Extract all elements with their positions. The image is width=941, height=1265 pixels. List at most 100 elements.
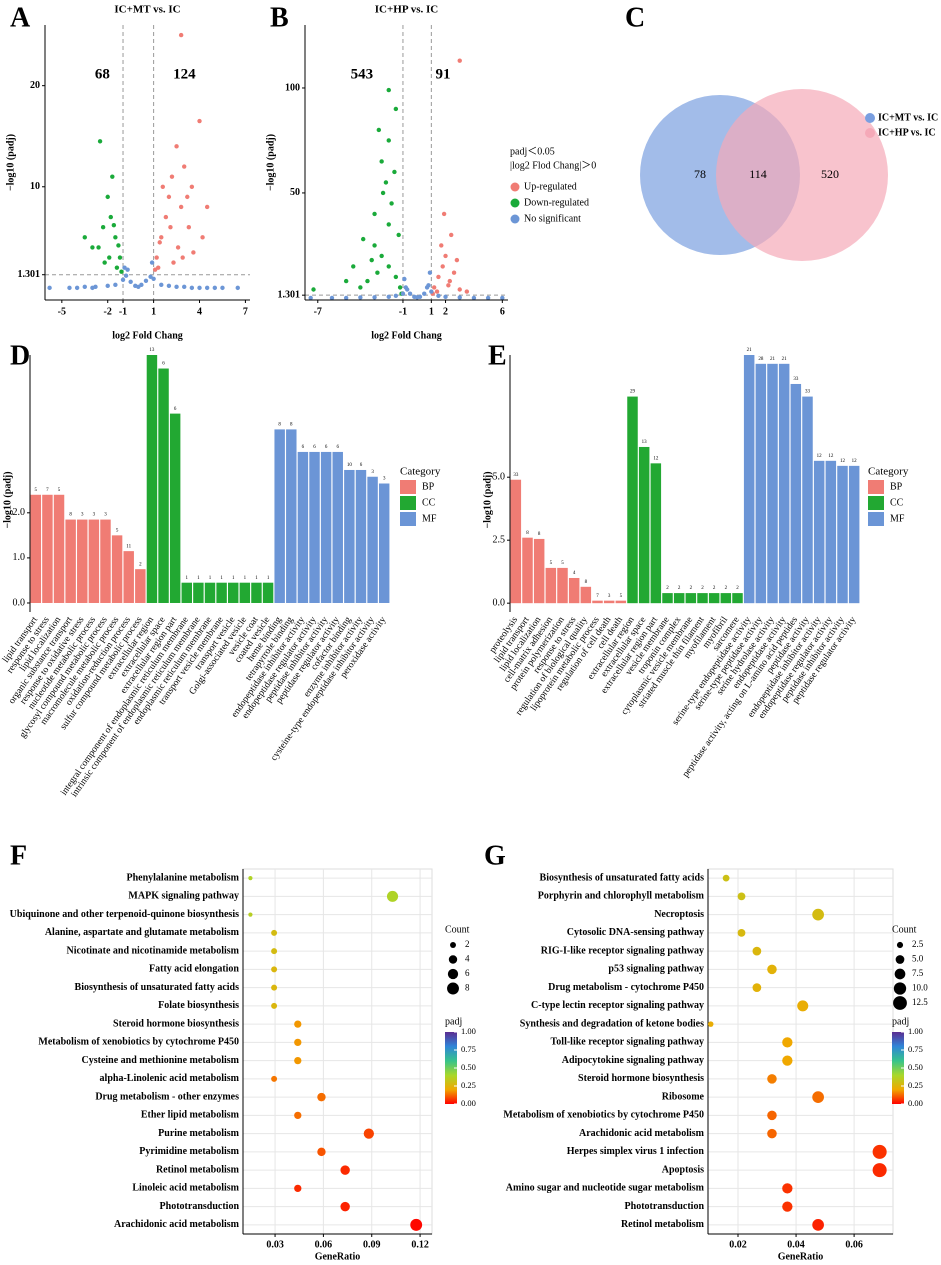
bar <box>510 479 522 604</box>
bar-count: 6 <box>302 445 305 450</box>
point <box>152 267 158 272</box>
point <box>389 201 394 206</box>
point <box>149 260 155 265</box>
venn-count: 78 <box>694 167 706 181</box>
point <box>311 287 316 292</box>
bar-count: 5 <box>116 528 119 533</box>
point <box>119 269 124 274</box>
point <box>113 282 118 288</box>
point <box>220 285 225 291</box>
bar <box>274 429 285 603</box>
bar-count: 6 <box>174 407 177 412</box>
legend-size-label: 6 <box>465 968 470 978</box>
bar <box>309 451 320 603</box>
colorbar-label: 0.50 <box>461 1062 476 1072</box>
point <box>108 214 113 220</box>
bar <box>332 451 343 603</box>
bar <box>848 465 860 604</box>
bar <box>146 355 158 603</box>
colorbar-label: 1.00 <box>461 1026 476 1036</box>
point <box>392 169 397 175</box>
point <box>386 222 391 227</box>
x-tick-label: -1 <box>399 306 407 317</box>
legend-title: padj <box>445 1016 462 1027</box>
point <box>443 253 448 259</box>
point <box>396 232 401 238</box>
bar-count: 6 <box>336 445 339 450</box>
point <box>113 235 118 240</box>
x-tick-label: 0.02 <box>729 1239 747 1250</box>
point <box>178 204 184 210</box>
point <box>180 255 185 260</box>
legend-label: Up-regulated <box>524 181 577 192</box>
dot <box>248 912 253 917</box>
y-tick-label: 5.0 <box>493 471 506 482</box>
legend-label: No significant <box>524 213 581 224</box>
legend-size <box>893 996 907 1010</box>
point <box>197 118 202 124</box>
colorbar-label: 0.25 <box>908 1080 923 1090</box>
dot <box>752 946 762 956</box>
point <box>123 273 129 278</box>
y-tick-label: C-type lectin receptor signaling pathway <box>531 1000 704 1011</box>
point <box>369 257 374 263</box>
point <box>485 295 491 301</box>
point <box>67 285 72 291</box>
point <box>168 225 173 230</box>
dot <box>271 1002 278 1009</box>
point <box>429 289 434 294</box>
dot <box>248 876 253 881</box>
legend-label: MF <box>890 513 905 524</box>
y-tick-label: 1.301 <box>18 269 41 280</box>
point <box>422 291 427 296</box>
bar-count: 4 <box>573 571 576 576</box>
bar-count: 8 <box>69 513 72 518</box>
bar <box>732 593 743 604</box>
bar <box>169 413 181 603</box>
point <box>114 265 120 270</box>
bar-count: 28 <box>758 357 764 362</box>
dot <box>294 1038 302 1047</box>
bar <box>367 476 378 603</box>
point <box>157 240 162 245</box>
y-tick-label: 2.5 <box>493 534 506 545</box>
point <box>197 285 202 291</box>
bar-count: 33 <box>805 390 811 395</box>
y-tick-label: 100 <box>285 82 300 93</box>
bar <box>813 460 825 604</box>
bar-count: 2 <box>139 562 142 567</box>
bar <box>685 593 697 604</box>
bar <box>111 535 123 603</box>
bar-count: 33 <box>793 377 799 382</box>
legend-swatch <box>400 480 416 494</box>
point <box>160 184 165 189</box>
dot <box>752 983 762 992</box>
legend-swatch <box>865 113 875 123</box>
point <box>471 295 477 301</box>
point <box>151 276 156 281</box>
bar <box>755 363 767 604</box>
bar-count: 12 <box>817 454 823 459</box>
legend-size <box>448 955 458 964</box>
x-tick-label: 0.12 <box>411 1239 429 1250</box>
x-tick-label: 0.03 <box>266 1239 284 1250</box>
annotation: 68 <box>95 66 110 82</box>
point <box>171 260 176 265</box>
x-tick-label: -7 <box>314 306 322 317</box>
legend-size <box>896 941 904 949</box>
panel-letter: B <box>270 2 289 33</box>
y-tick-label: Phototransduction <box>625 1201 705 1212</box>
bar <box>65 519 76 603</box>
dot <box>271 1075 278 1082</box>
legend-label: BP <box>422 481 435 492</box>
bar <box>123 551 134 603</box>
legend-size <box>447 982 459 995</box>
bar <box>344 469 355 603</box>
y-axis-label: −log10 (padj) <box>5 134 16 191</box>
point <box>405 287 410 292</box>
point <box>97 139 103 144</box>
panel-bg <box>707 868 894 1235</box>
point <box>440 264 445 269</box>
bar-count: 3 <box>81 513 84 518</box>
point <box>128 279 133 285</box>
